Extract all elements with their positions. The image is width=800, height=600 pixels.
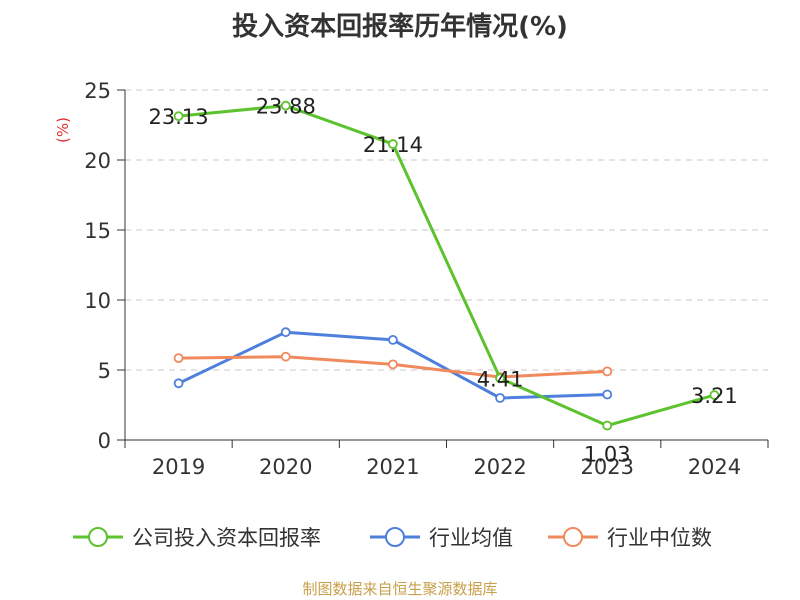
x-tick-label: 2024	[688, 455, 741, 479]
chart-title: 投入资本回报率历年情况(%)	[232, 12, 568, 42]
legend-label: 行业中位数	[607, 526, 712, 550]
legend-label: 公司投入资本回报率	[132, 526, 321, 550]
series-point-0	[173, 111, 184, 122]
series-point-1	[280, 327, 291, 338]
y-axis-unit: (%)	[54, 117, 72, 143]
series-point-0	[495, 373, 505, 384]
grid-layer	[125, 89, 768, 371]
series-point-2	[602, 366, 613, 377]
y-tick-label: 20	[84, 149, 111, 173]
y-tick-label: 10	[84, 289, 111, 313]
series-layer	[173, 100, 720, 431]
legend: 公司投入资本回报率 行业均值 行业中位数	[73, 526, 712, 550]
series-point-2	[388, 359, 398, 370]
data-label: 23.13	[149, 105, 209, 129]
series-point-1	[602, 389, 613, 400]
series-point-2	[173, 353, 184, 364]
legend-label: 行业均值	[429, 526, 513, 550]
series-point-1	[388, 334, 398, 345]
data-label: 4.41	[477, 367, 524, 391]
legend-marker	[563, 527, 583, 547]
series-point-0	[709, 390, 720, 400]
data-label: 1.03	[584, 443, 631, 467]
label-layer: 23.13 23.88 21.14 4.41 1.03 3.21	[149, 95, 738, 467]
series-point-0	[602, 420, 613, 431]
x-tick-label: 2019	[152, 455, 205, 479]
y-tick-label: 15	[84, 219, 111, 243]
data-label: 23.88	[256, 95, 316, 119]
axis-layer: 0 5 10 15 20 25 (%) 2019 2020 2021 2022 2023 2024	[54, 79, 769, 479]
y-tick-label: 25	[84, 79, 111, 103]
x-tick-label: 2022	[473, 455, 526, 479]
legend-marker	[385, 527, 405, 547]
x-tick-label: 2021	[366, 455, 419, 479]
series-point-0	[388, 139, 398, 149]
y-tick-label: 5	[98, 359, 111, 383]
y-tick-label: 0	[98, 429, 111, 453]
series-point-0	[280, 100, 291, 111]
x-tick-label: 2023	[581, 455, 634, 479]
source-note: 制图数据来自恒生聚源数据库	[302, 580, 498, 598]
series-point-1	[495, 393, 505, 403]
data-label: 3.21	[691, 384, 738, 408]
data-label: 21.14	[363, 133, 423, 157]
legend-marker	[88, 527, 108, 547]
series-line-0	[178, 104, 715, 428]
series-point-2	[280, 351, 291, 362]
x-tick-label: 2020	[259, 455, 312, 479]
series-point-1	[173, 378, 184, 389]
